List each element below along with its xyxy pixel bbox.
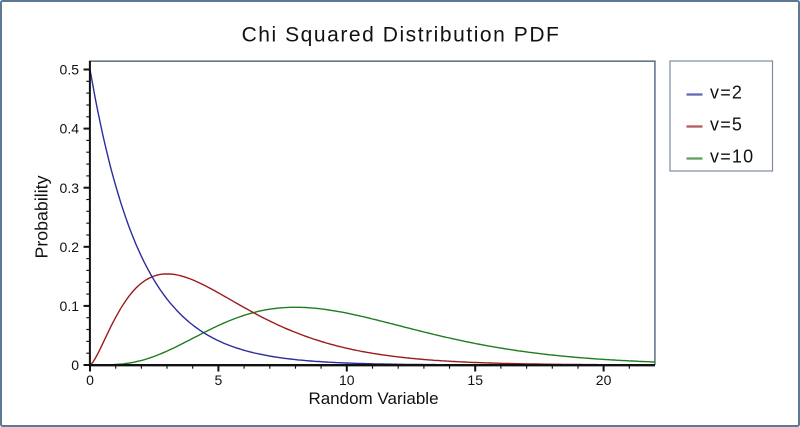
svg-text:10: 10 xyxy=(339,372,355,388)
svg-text:Probability: Probability xyxy=(32,175,52,258)
svg-text:0.4: 0.4 xyxy=(60,121,80,137)
svg-text:0.1: 0.1 xyxy=(60,298,80,314)
svg-text:Chi Squared Distribution PDF: Chi Squared Distribution PDF xyxy=(242,24,561,47)
svg-text:0: 0 xyxy=(86,372,94,388)
svg-text:0: 0 xyxy=(71,357,79,373)
svg-text:Random Variable: Random Variable xyxy=(308,389,438,408)
svg-text:15: 15 xyxy=(467,372,483,388)
svg-text:v=5: v=5 xyxy=(710,115,743,135)
svg-text:v=10: v=10 xyxy=(710,147,754,167)
svg-text:5: 5 xyxy=(215,372,223,388)
svg-text:0.2: 0.2 xyxy=(60,239,80,255)
svg-text:20: 20 xyxy=(596,372,612,388)
svg-text:v=2: v=2 xyxy=(710,83,743,103)
svg-text:0.5: 0.5 xyxy=(60,62,80,78)
svg-text:0.3: 0.3 xyxy=(60,180,80,196)
